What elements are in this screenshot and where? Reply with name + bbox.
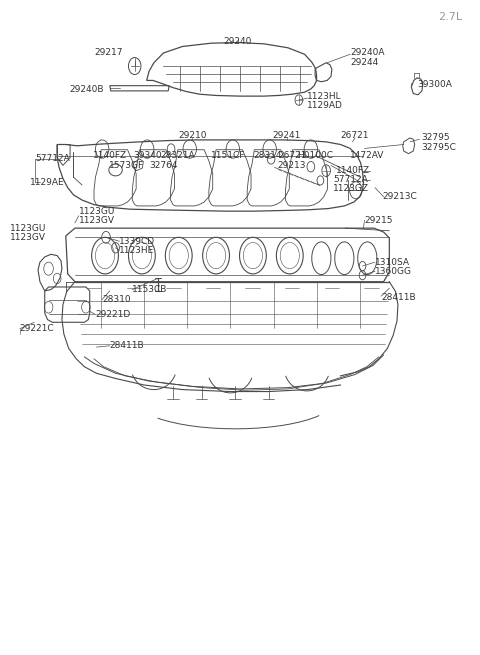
- Text: 57712A: 57712A: [333, 176, 368, 184]
- Text: 28411B: 28411B: [110, 341, 144, 350]
- Text: 1123GU: 1123GU: [10, 223, 47, 233]
- Text: 1123GU: 1123GU: [79, 207, 115, 215]
- Text: 29221D: 29221D: [95, 310, 130, 319]
- Text: 29217: 29217: [94, 48, 123, 58]
- Text: 1123HL: 1123HL: [307, 92, 342, 102]
- Text: 29240B: 29240B: [69, 85, 104, 94]
- Text: 32795C: 32795C: [421, 143, 456, 151]
- Text: 28411B: 28411B: [381, 293, 416, 302]
- Text: 29240A: 29240A: [350, 48, 384, 58]
- Text: 28321A: 28321A: [160, 151, 195, 160]
- Text: 1151CF: 1151CF: [211, 151, 246, 160]
- Text: 1129AD: 1129AD: [307, 102, 343, 111]
- Text: 1360GG: 1360GG: [375, 267, 412, 276]
- Text: 28314: 28314: [253, 151, 281, 160]
- Text: 29213: 29213: [277, 161, 306, 170]
- Text: 29240: 29240: [223, 37, 252, 46]
- Text: 29213C: 29213C: [383, 193, 418, 201]
- Text: 26721: 26721: [341, 132, 369, 140]
- Text: 39300A: 39300A: [417, 80, 452, 89]
- Text: H0100C: H0100C: [298, 151, 334, 160]
- Text: 1573GF: 1573GF: [109, 161, 144, 170]
- Text: 29241: 29241: [273, 132, 301, 140]
- Text: 29244: 29244: [350, 58, 378, 67]
- Text: 39340: 39340: [134, 151, 162, 160]
- Text: 1123GZ: 1123GZ: [333, 185, 369, 193]
- Text: 28310: 28310: [102, 295, 131, 304]
- Text: 32764: 32764: [149, 161, 178, 170]
- Text: 2.7L: 2.7L: [438, 12, 463, 22]
- Text: 57712A: 57712A: [35, 155, 70, 163]
- Text: 1153CB: 1153CB: [132, 285, 168, 294]
- Text: 32795: 32795: [421, 134, 450, 142]
- Text: 1129AE: 1129AE: [30, 178, 65, 187]
- Text: 29221C: 29221C: [20, 324, 54, 333]
- Text: 29215: 29215: [364, 215, 393, 225]
- Text: 1123GV: 1123GV: [79, 215, 115, 225]
- Text: 1472AV: 1472AV: [350, 151, 384, 160]
- Text: 29210: 29210: [178, 132, 206, 140]
- Text: 26721: 26721: [278, 151, 307, 160]
- Text: 1339CD: 1339CD: [120, 236, 156, 246]
- Text: 1140FZ: 1140FZ: [93, 151, 127, 160]
- Text: 1310SA: 1310SA: [375, 257, 410, 267]
- Text: 1123GV: 1123GV: [10, 233, 46, 242]
- Text: 1123HE: 1123HE: [120, 246, 155, 255]
- Text: 1140FZ: 1140FZ: [336, 166, 370, 175]
